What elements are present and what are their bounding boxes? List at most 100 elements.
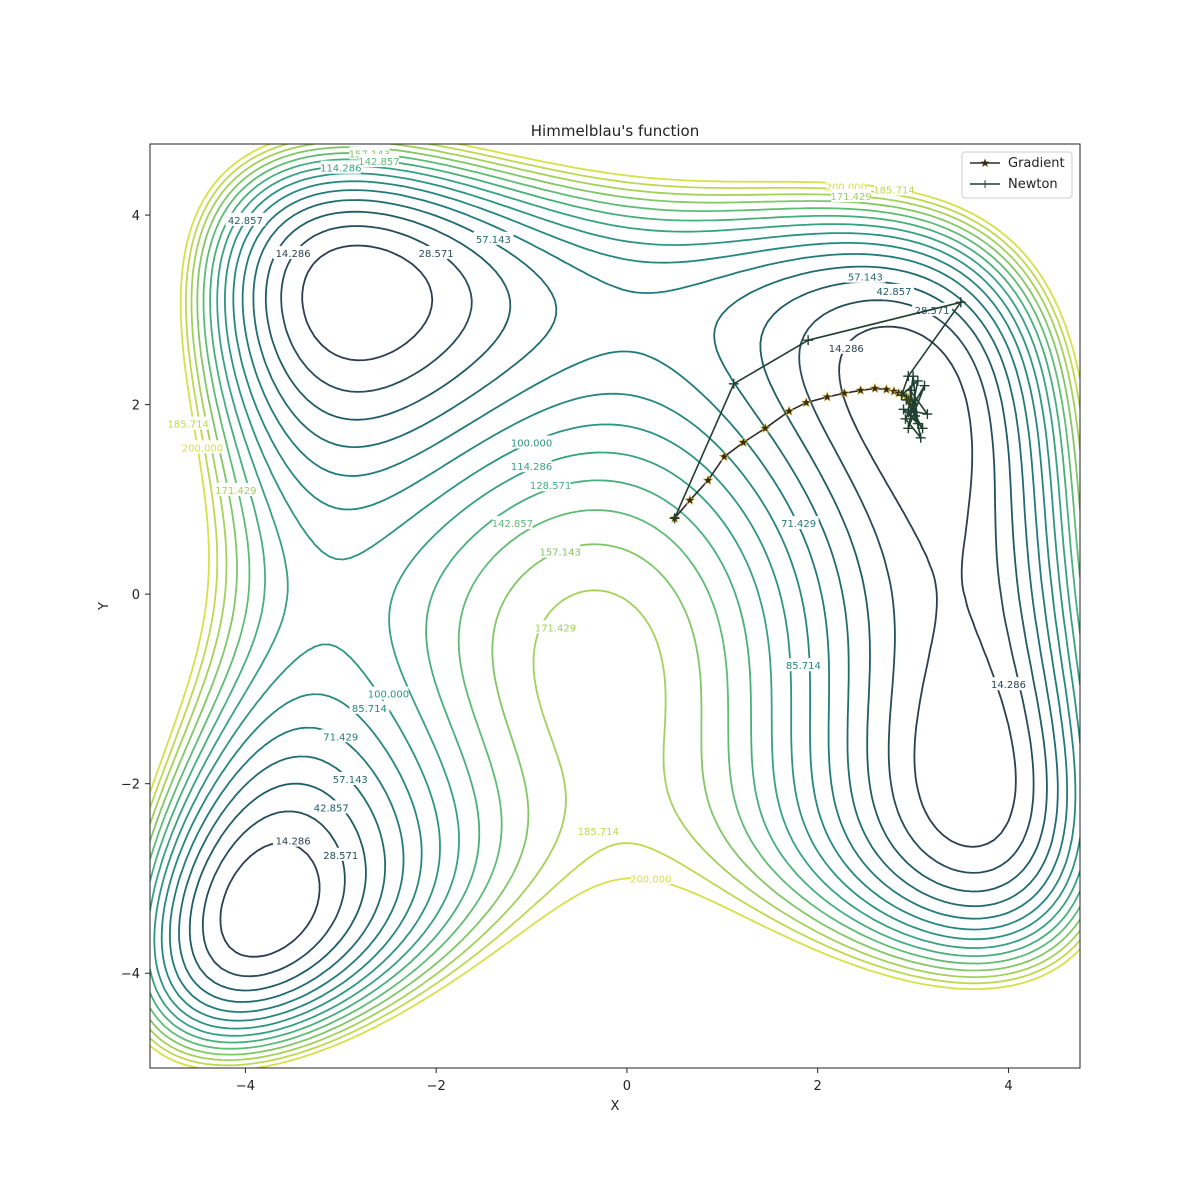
gradient-point [702,474,714,486]
contour-label: 200.000 [182,443,223,454]
contour-label: 142.857 [492,519,533,530]
newton-point [903,423,914,434]
contour-level-11 [150,144,1080,1061]
y-tick-label: −4 [121,967,140,982]
contour-label-bg [578,824,619,838]
contour-label-bg [330,771,371,785]
contour-label: 57.143 [333,775,368,786]
contour-label: 42.857 [228,216,263,227]
newton-point [917,423,928,434]
x-tick-label: 4 [1004,1079,1012,1094]
y-axis-label: Y [97,602,112,611]
contour-lines [150,144,1080,1068]
contour-level-0 [219,244,1017,958]
contour-label-bg [630,871,671,885]
legend: ★ Gradient + Newton [961,151,1073,199]
contour-level-1 [201,225,1035,978]
contour-label-bg [320,160,361,174]
contour-label: 185.714 [578,827,619,838]
newton-point [908,371,919,382]
newton-point [803,335,814,346]
contour-labels: 14.286 28.571 42.857 57.143 114.286 157.143 14… [167,146,1029,885]
legend-entry-gradient: ★ Gradient [970,156,1065,171]
newton-point [909,410,920,421]
contour-label: 142.857 [358,157,399,168]
contour-label-bg [320,729,361,743]
contour-label: 28.571 [323,851,358,862]
contour-label: 28.571 [419,249,454,260]
gradient-point [783,405,795,416]
y-tick-label: 4 [132,209,140,224]
contour-label: 171.429 [535,623,576,634]
contour-label: 114.286 [320,164,361,175]
contour-label-bg [831,189,872,203]
contour-label-bg [511,435,552,449]
contour-label-bg [511,459,552,473]
gradient-point [684,494,696,506]
contour-level-7 [150,165,1080,1037]
gradient-point [888,385,900,397]
newton-point [901,394,912,405]
contour-label-bg [273,245,314,259]
contour-label: 42.857 [314,803,349,814]
newton-point [900,413,911,424]
contour-label-bg [988,677,1029,691]
plot-frame [149,143,1081,1069]
legend-label-newton: Newton [1008,177,1058,192]
y-tick-label: 0 [132,588,140,603]
contour-label-bg [225,212,266,226]
newton-point [955,297,966,308]
newton-point [912,418,923,429]
x-tick-label: 2 [814,1079,822,1094]
contour-label-bg [783,658,824,672]
contour-label: 100.000 [511,439,552,450]
contour-label-bg [540,544,581,558]
contour-label-bg [874,283,914,297]
newton-point [728,378,739,389]
axes: −4 −2 0 2 4 −4 −2 0 2 4 [121,209,1013,1094]
contour-label-bg [215,482,256,496]
contour-label-bg [826,340,867,354]
contour-label: 157.143 [539,548,580,559]
contour-label-bg [416,245,457,259]
contour-label: 171.429 [830,192,871,203]
gradient-point [718,450,730,462]
contour-label: 14.286 [829,344,864,355]
contour-level-13 [150,144,1080,1068]
series-layer [669,297,966,524]
contour-label-bg [320,847,361,861]
contour-label: 57.143 [848,273,883,284]
gradient-point [869,382,881,394]
contour-label: 114.286 [511,462,552,473]
contour-level-9 [150,152,1080,1050]
gradient-point [838,387,850,398]
contour-level-4 [169,189,1068,1013]
newton-point [912,375,923,386]
newton-point [915,432,926,443]
newton-point [905,385,916,396]
contour-label: 14.286 [991,680,1026,691]
contour-label-bg [168,416,209,430]
contour-label-bg [311,800,352,814]
newton-point [908,399,919,410]
contour-label-bg [778,516,819,530]
legend-entry-newton: + Newton [970,177,1058,192]
newton-point [922,409,933,420]
contour-label-bg [530,478,571,492]
newton-point [896,390,907,401]
y-tick-label: 2 [132,399,140,414]
contour-level-12 [150,144,1080,1067]
contour-label-bg [273,833,314,847]
contour-label: 57.143 [476,235,511,246]
chart-title: Himmelblau's function [531,122,699,140]
x-tick-label: −2 [427,1079,446,1094]
newton-point [919,380,930,391]
contour-label-bg [845,269,886,283]
contour-label: 28.571 [915,306,950,317]
contour-label-bg [874,182,914,196]
newton-point [903,407,914,418]
legend-label-gradient: Gradient [1008,156,1065,171]
contour-label-bg [368,686,409,700]
x-axis-label: X [611,1099,620,1114]
